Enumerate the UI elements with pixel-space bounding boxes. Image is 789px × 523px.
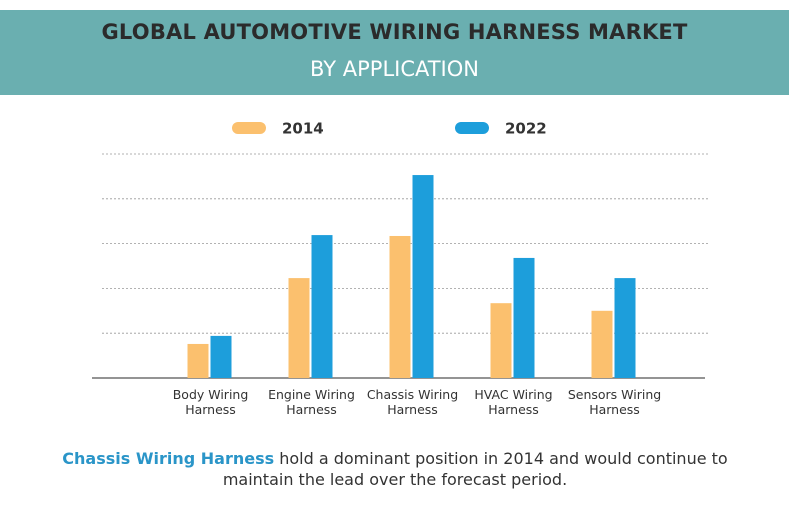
chart-title: GLOBAL AUTOMOTIVE WIRING HARNESS MARKET <box>101 20 688 44</box>
legend-label: 2014 <box>282 120 324 138</box>
bar <box>288 278 310 378</box>
x-tick-label: HVAC Wiring Harness <box>474 387 553 417</box>
bar <box>210 335 232 378</box>
x-tick-label: Engine Wiring Harness <box>268 387 355 417</box>
legend-swatch <box>232 122 266 134</box>
bar <box>389 235 411 378</box>
x-tick-label: Sensors Wiring Harness <box>567 387 662 417</box>
header: GLOBAL AUTOMOTIVE WIRING HARNESS MARKET … <box>0 10 789 95</box>
x-tick-label: Chassis Wiring Harness <box>366 387 459 417</box>
annotation: Chassis Wiring Harness hold a dominant p… <box>40 448 750 490</box>
x-tick-label: Body Wiring Harness <box>172 387 249 417</box>
annotation-text: hold a dominant position in 2014 and wou… <box>222 449 728 489</box>
bar <box>187 343 209 378</box>
bar <box>311 235 333 378</box>
bar <box>591 310 613 378</box>
bar <box>490 303 512 378</box>
legend-label: 2022 <box>505 120 547 138</box>
annotation-highlight: Chassis Wiring Harness <box>62 449 275 468</box>
bar <box>412 175 434 378</box>
bar <box>513 257 535 378</box>
legend-swatch <box>455 122 489 134</box>
chart-subtitle: BY APPLICATION <box>309 57 479 81</box>
bar <box>614 278 636 378</box>
